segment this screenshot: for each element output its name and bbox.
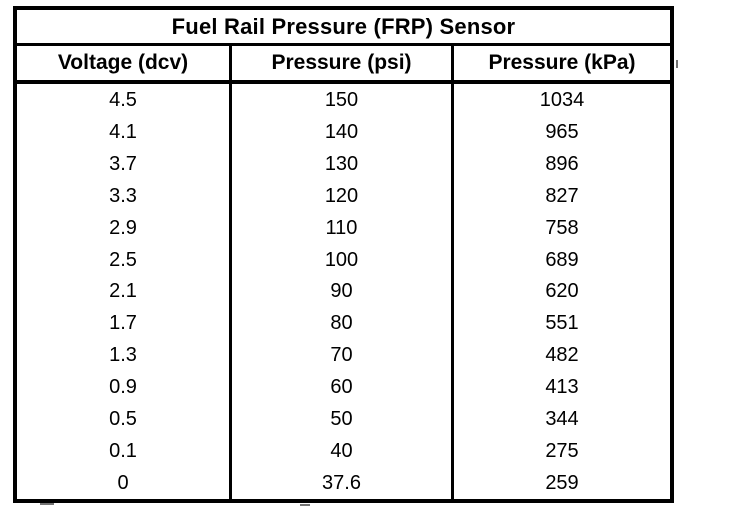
table-cell: 551 bbox=[545, 312, 579, 335]
table-title: Fuel Rail Pressure (FRP) Sensor bbox=[17, 10, 670, 46]
table-cell: 259 bbox=[545, 472, 579, 495]
table-cell: 758 bbox=[545, 216, 579, 239]
table-cell: 4.5 bbox=[17, 84, 232, 116]
table-cell: 0 bbox=[17, 467, 232, 499]
table-cell: 2.9 bbox=[17, 211, 232, 244]
table-cell: 150 bbox=[232, 84, 454, 116]
table-cell: 120 bbox=[232, 179, 454, 212]
column-header-voltage: Voltage (dcv) bbox=[17, 46, 232, 80]
table-cell: 60 bbox=[232, 371, 454, 404]
table-cell: 2.1 bbox=[17, 275, 232, 308]
table-cell: 344 bbox=[545, 408, 579, 431]
table-header-row: Voltage (dcv) Pressure (psi) Pressure (k… bbox=[17, 46, 670, 84]
table-cell: 620 bbox=[545, 280, 579, 303]
scan-speckle bbox=[676, 60, 678, 68]
table-cell: 100 bbox=[232, 243, 454, 276]
table-cell: 110 bbox=[232, 211, 454, 244]
table-cell: 2.5 bbox=[17, 243, 232, 276]
table-cell: 827 bbox=[545, 184, 579, 207]
table-cell: 90 bbox=[232, 275, 454, 308]
scan-speckle bbox=[40, 503, 54, 505]
table-cell: 0.1 bbox=[17, 435, 232, 468]
table-cell: 130 bbox=[232, 147, 454, 180]
table-cell: 50 bbox=[232, 403, 454, 436]
table-cell: 3.3 bbox=[17, 179, 232, 212]
table-cell: 80 bbox=[232, 307, 454, 340]
column-header-pressure-psi: Pressure (psi) bbox=[232, 46, 454, 80]
table-cell: 896 bbox=[545, 152, 579, 175]
table-cell: 0.5 bbox=[17, 403, 232, 436]
table-cell: 1034 bbox=[539, 88, 585, 111]
table-cell: 482 bbox=[545, 344, 579, 367]
table-cell: 0.9 bbox=[17, 371, 232, 404]
table-cell: 1.3 bbox=[17, 339, 232, 372]
table-cell: 3.7 bbox=[17, 147, 232, 180]
table-cell: 37.6 bbox=[232, 467, 454, 499]
frp-sensor-table: Fuel Rail Pressure (FRP) Sensor Voltage … bbox=[13, 6, 674, 503]
table-cell: 965 bbox=[545, 120, 579, 143]
table-cell: 1.7 bbox=[17, 307, 232, 340]
table-cell: 275 bbox=[545, 440, 579, 463]
table-cell: 140 bbox=[232, 115, 454, 148]
table-cell: 40 bbox=[232, 435, 454, 468]
scan-speckle bbox=[300, 504, 310, 506]
table-cell: 413 bbox=[545, 376, 579, 399]
table-cell: 4.1 bbox=[17, 115, 232, 148]
table-body: 4.5 150 1034 4.1 140 965 3.7 130 896 3.3 120 827 2.9… bbox=[17, 84, 670, 499]
table-cell: 70 bbox=[232, 339, 454, 372]
column-header-pressure-kpa: Pressure (kPa) bbox=[488, 51, 636, 74]
table-cell: 689 bbox=[545, 248, 579, 271]
